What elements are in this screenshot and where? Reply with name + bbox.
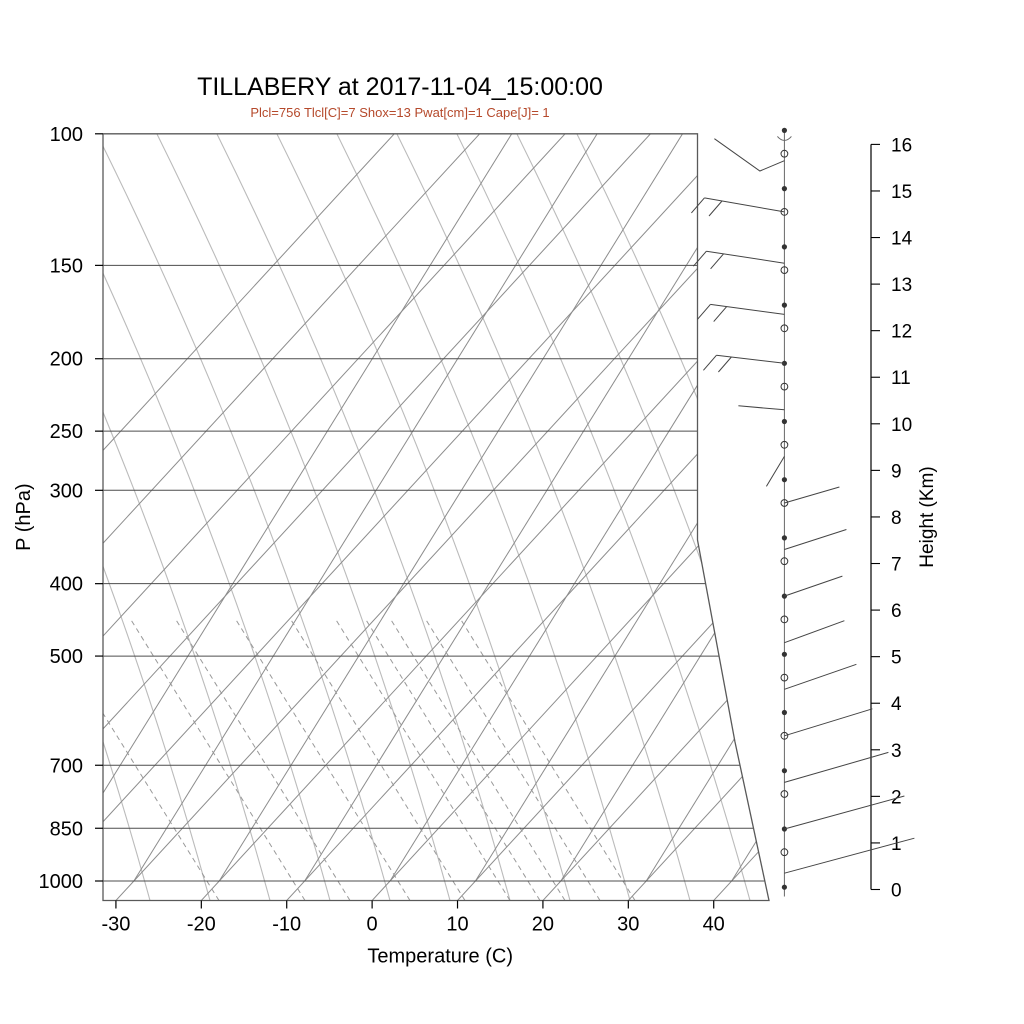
svg-text:14: 14 [891, 229, 913, 250]
svg-text:40: 40 [703, 914, 725, 936]
svg-text:13: 13 [891, 275, 912, 296]
svg-text:700: 700 [50, 755, 83, 777]
svg-text:Plcl=756 Tlcl[C]=7 Shox=13 Pwa: Plcl=756 Tlcl[C]=7 Shox=13 Pwat[cm]=1 Ca… [250, 105, 549, 120]
svg-text:400: 400 [50, 574, 83, 596]
svg-text:30: 30 [617, 914, 639, 936]
svg-text:11: 11 [891, 368, 911, 389]
svg-text:0: 0 [891, 881, 902, 902]
svg-text:P (hPa): P (hPa) [13, 483, 35, 550]
svg-text:5: 5 [891, 648, 902, 669]
svg-text:3: 3 [891, 741, 902, 762]
svg-text:16: 16 [891, 135, 912, 156]
svg-text:7: 7 [891, 555, 902, 576]
svg-text:100: 100 [50, 124, 83, 146]
svg-text:10: 10 [891, 415, 912, 436]
svg-text:1000: 1000 [39, 871, 84, 893]
svg-text:TILLABERY at 2017-11-04_15:00:: TILLABERY at 2017-11-04_15:00:00 [197, 73, 603, 101]
svg-text:-20: -20 [187, 914, 216, 936]
svg-text:150: 150 [50, 255, 83, 277]
svg-text:8: 8 [891, 508, 902, 529]
svg-text:12: 12 [891, 322, 912, 343]
svg-text:6: 6 [891, 601, 902, 622]
svg-text:250: 250 [50, 421, 83, 443]
svg-text:Height (Km): Height (Km) [917, 466, 938, 567]
svg-text:20: 20 [532, 914, 554, 936]
svg-text:300: 300 [50, 480, 83, 502]
svg-text:9: 9 [891, 461, 902, 482]
svg-text:15: 15 [891, 182, 912, 203]
svg-text:200: 200 [50, 349, 83, 371]
svg-text:Temperature (C): Temperature (C) [367, 946, 513, 968]
svg-text:-10: -10 [272, 914, 301, 936]
svg-text:10: 10 [446, 914, 468, 936]
svg-text:0: 0 [367, 914, 378, 936]
svg-text:4: 4 [891, 694, 902, 715]
svg-text:500: 500 [50, 646, 83, 668]
svg-text:850: 850 [50, 818, 83, 840]
svg-text:-30: -30 [101, 914, 130, 936]
